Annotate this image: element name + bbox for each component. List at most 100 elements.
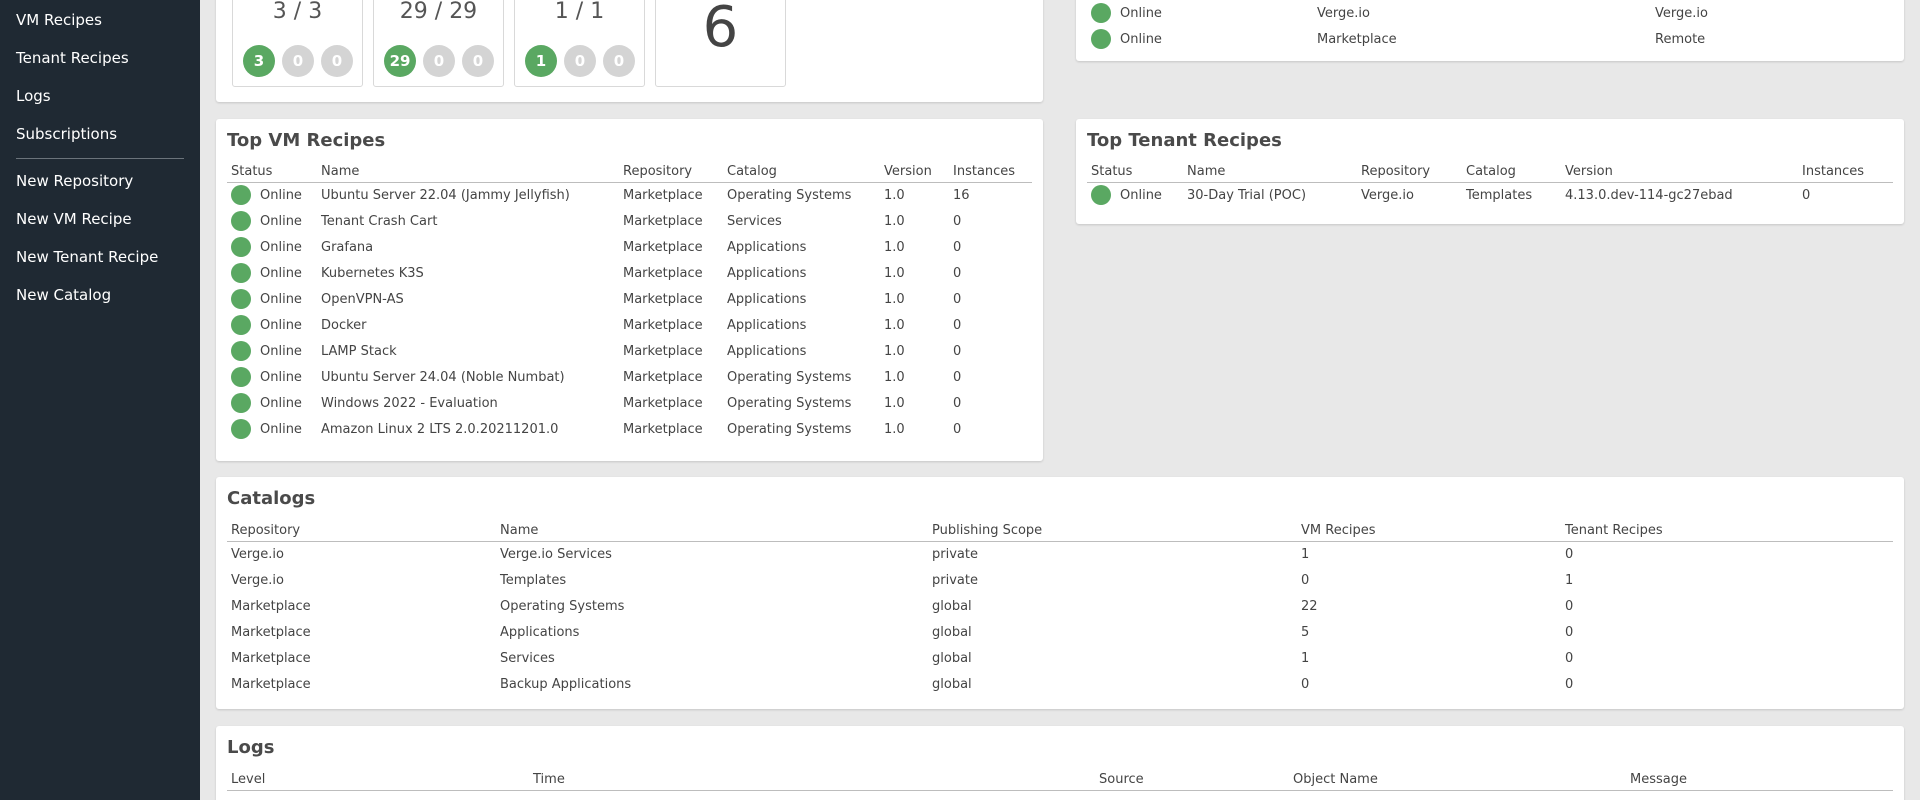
sidebar-item-new-tenant-recipe[interactable]: New Tenant Recipe	[16, 248, 159, 266]
table-row[interactable]: Online Kubernetes K3S Marketplace Applicati…	[227, 260, 1032, 286]
sidebar-item-new-catalog[interactable]: New Catalog	[16, 286, 112, 304]
column-header[interactable]: VM Recipes	[1297, 520, 1561, 542]
catalog-tenant-recipes: 0	[1565, 676, 1574, 692]
table-row[interactable]: Online Ubuntu Server 22.04 (Jammy Jellyfi…	[227, 182, 1032, 208]
recipe-name: 30-Day Trial (POC)	[1187, 187, 1307, 203]
catalog-tenant-recipes: 1	[1565, 572, 1574, 588]
recipe-name: Kubernetes K3S	[321, 265, 424, 281]
column-header[interactable]: Version	[880, 161, 949, 183]
recipe-instances: 0	[953, 239, 962, 255]
sidebar-item-new-vm-recipe[interactable]: New VM Recipe	[16, 210, 132, 228]
status-online-icon	[231, 315, 251, 335]
column-header[interactable]: Name	[317, 161, 619, 183]
column-header[interactable]: Source	[1095, 769, 1289, 791]
recipe-repository: Marketplace	[623, 395, 703, 411]
status-text: Online	[260, 317, 302, 333]
column-header[interactable]: Tenant Recipes	[1561, 520, 1893, 542]
column-header[interactable]: Repository	[619, 161, 723, 183]
column-header[interactable]: Status	[1087, 161, 1183, 183]
recipe-version: 1.0	[884, 343, 905, 359]
status-online-icon	[231, 263, 251, 283]
status-text: Online	[1120, 5, 1162, 21]
recipe-repository: Marketplace	[623, 291, 703, 307]
table-row[interactable]: Online Tenant Crash Cart Marketplace Servic…	[227, 208, 1032, 234]
catalog-tenant-recipes: 0	[1565, 624, 1574, 640]
column-header[interactable]: Status	[227, 161, 317, 183]
catalog-tenant-recipes: 0	[1565, 598, 1574, 614]
table-row[interactable]: Online Amazon Linux 2 LTS 2.0.20211201.0 M…	[227, 416, 1032, 442]
column-header[interactable]: Name	[1183, 161, 1357, 183]
sidebar-item-new-repository[interactable]: New Repository	[16, 172, 134, 190]
status-text: Online	[260, 265, 302, 281]
column-header[interactable]: Message	[1626, 769, 1893, 791]
stat-card-repositories[interactable]: 3 / 3 3 0 0	[232, 0, 363, 87]
table-row[interactable]: Online OpenVPN-AS Marketplace Applications 1…	[227, 286, 1032, 312]
catalog-count: 6	[702, 0, 739, 60]
catalog-repository: Marketplace	[231, 650, 311, 666]
table-row[interactable]: Verge.io Verge.io Services private 1 0	[227, 541, 1893, 567]
column-header[interactable]: Version	[1561, 161, 1798, 183]
catalog-vm-recipes: 1	[1301, 650, 1310, 666]
column-header[interactable]: Publishing Scope	[928, 520, 1297, 542]
column-header[interactable]: Repository	[227, 520, 496, 542]
sidebar-item-vm-recipes[interactable]: VM Recipes	[16, 11, 102, 29]
column-header[interactable]: Catalog	[723, 161, 880, 183]
top-tenant-recipes-panel: Top Tenant Recipes Status Name Repositor…	[1076, 119, 1904, 224]
repo-name: Verge.io	[1317, 5, 1370, 21]
table-row[interactable]: Marketplace Applications global 5 0	[227, 619, 1893, 645]
sidebar-item-subscriptions[interactable]: Subscriptions	[16, 125, 118, 143]
repositories-panel: Online Verge.io Verge.io Online Marketpl…	[1076, 0, 1904, 61]
recipe-name: Amazon Linux 2 LTS 2.0.20211201.0	[321, 421, 559, 437]
column-header[interactable]: Instances	[1798, 161, 1893, 183]
column-header[interactable]: Repository	[1357, 161, 1462, 183]
status-text: Online	[1120, 187, 1162, 203]
column-header[interactable]: Name	[496, 520, 928, 542]
error-count-badge: 0	[603, 45, 635, 77]
logs-panel: Logs Level Time Source Object Name Messa…	[216, 726, 1904, 800]
sidebar-item-tenant-recipes[interactable]: Tenant Recipes	[16, 49, 129, 67]
sidebar-item-logs[interactable]: Logs	[16, 87, 51, 105]
catalog-repository: Verge.io	[231, 546, 284, 562]
recipe-instances: 0	[953, 265, 962, 281]
panel-title: Catalogs	[227, 488, 316, 509]
stat-card-tenant-recipes[interactable]: 1 / 1 1 0 0	[514, 0, 645, 87]
online-count-badge: 29	[384, 45, 416, 77]
stat-card-vm-recipes[interactable]: 29 / 29 29 0 0	[373, 0, 504, 87]
table-row[interactable]: Verge.io Templates private 0 1	[227, 567, 1893, 593]
column-header[interactable]: Level	[227, 769, 529, 791]
table-row[interactable]: Online Verge.io Verge.io	[1087, 0, 1893, 26]
status-online-icon	[231, 237, 251, 257]
stat-ratio: 29 / 29	[399, 0, 478, 24]
table-row[interactable]: Online Marketplace Remote	[1087, 26, 1893, 52]
table-row[interactable]: Online Docker Marketplace Applications 1.0 0	[227, 312, 1032, 338]
catalog-scope: private	[932, 572, 978, 588]
recipe-repository: Marketplace	[623, 317, 703, 333]
table-row[interactable]: Online Grafana Marketplace Applications 1.0 0	[227, 234, 1032, 260]
status-text: Online	[260, 187, 302, 203]
table-row[interactable]: Online 30-Day Trial (POC) Verge.io Templ…	[1087, 182, 1893, 208]
table-row[interactable]: Marketplace Services global 1 0	[227, 645, 1893, 671]
column-header[interactable]: Catalog	[1462, 161, 1561, 183]
recipe-repository: Marketplace	[623, 421, 703, 437]
recipe-version: 1.0	[884, 291, 905, 307]
recipe-catalog: Services	[727, 213, 782, 229]
column-header[interactable]: Instances	[949, 161, 1032, 183]
table-row[interactable]: Online LAMP Stack Marketplace Applications 1…	[227, 338, 1032, 364]
table-row[interactable]: Online Ubuntu Server 24.04 (Noble Numbat)…	[227, 364, 1032, 390]
catalog-tenant-recipes: 0	[1565, 546, 1574, 562]
table-row[interactable]: Marketplace Backup Applications global 0 0	[227, 671, 1893, 697]
warning-count-badge: 0	[282, 45, 314, 77]
table-row[interactable]: Marketplace Operating Systems global 22 0	[227, 593, 1893, 619]
status-online-icon	[231, 211, 251, 231]
table-row[interactable]: Online Windows 2022 - Evaluation Marketpla…	[227, 390, 1032, 416]
stat-card-catalogs[interactable]: 6	[655, 0, 786, 87]
column-header[interactable]: Time	[529, 769, 1095, 791]
column-header[interactable]: Object Name	[1289, 769, 1626, 791]
warning-count-badge: 0	[423, 45, 455, 77]
repo-type: Remote	[1655, 31, 1706, 47]
status-online-icon	[231, 341, 251, 361]
status-text: Online	[260, 213, 302, 229]
recipe-instances: 0	[953, 317, 962, 333]
status-online-icon	[231, 393, 251, 413]
stat-ratio: 1 / 1	[554, 0, 605, 24]
